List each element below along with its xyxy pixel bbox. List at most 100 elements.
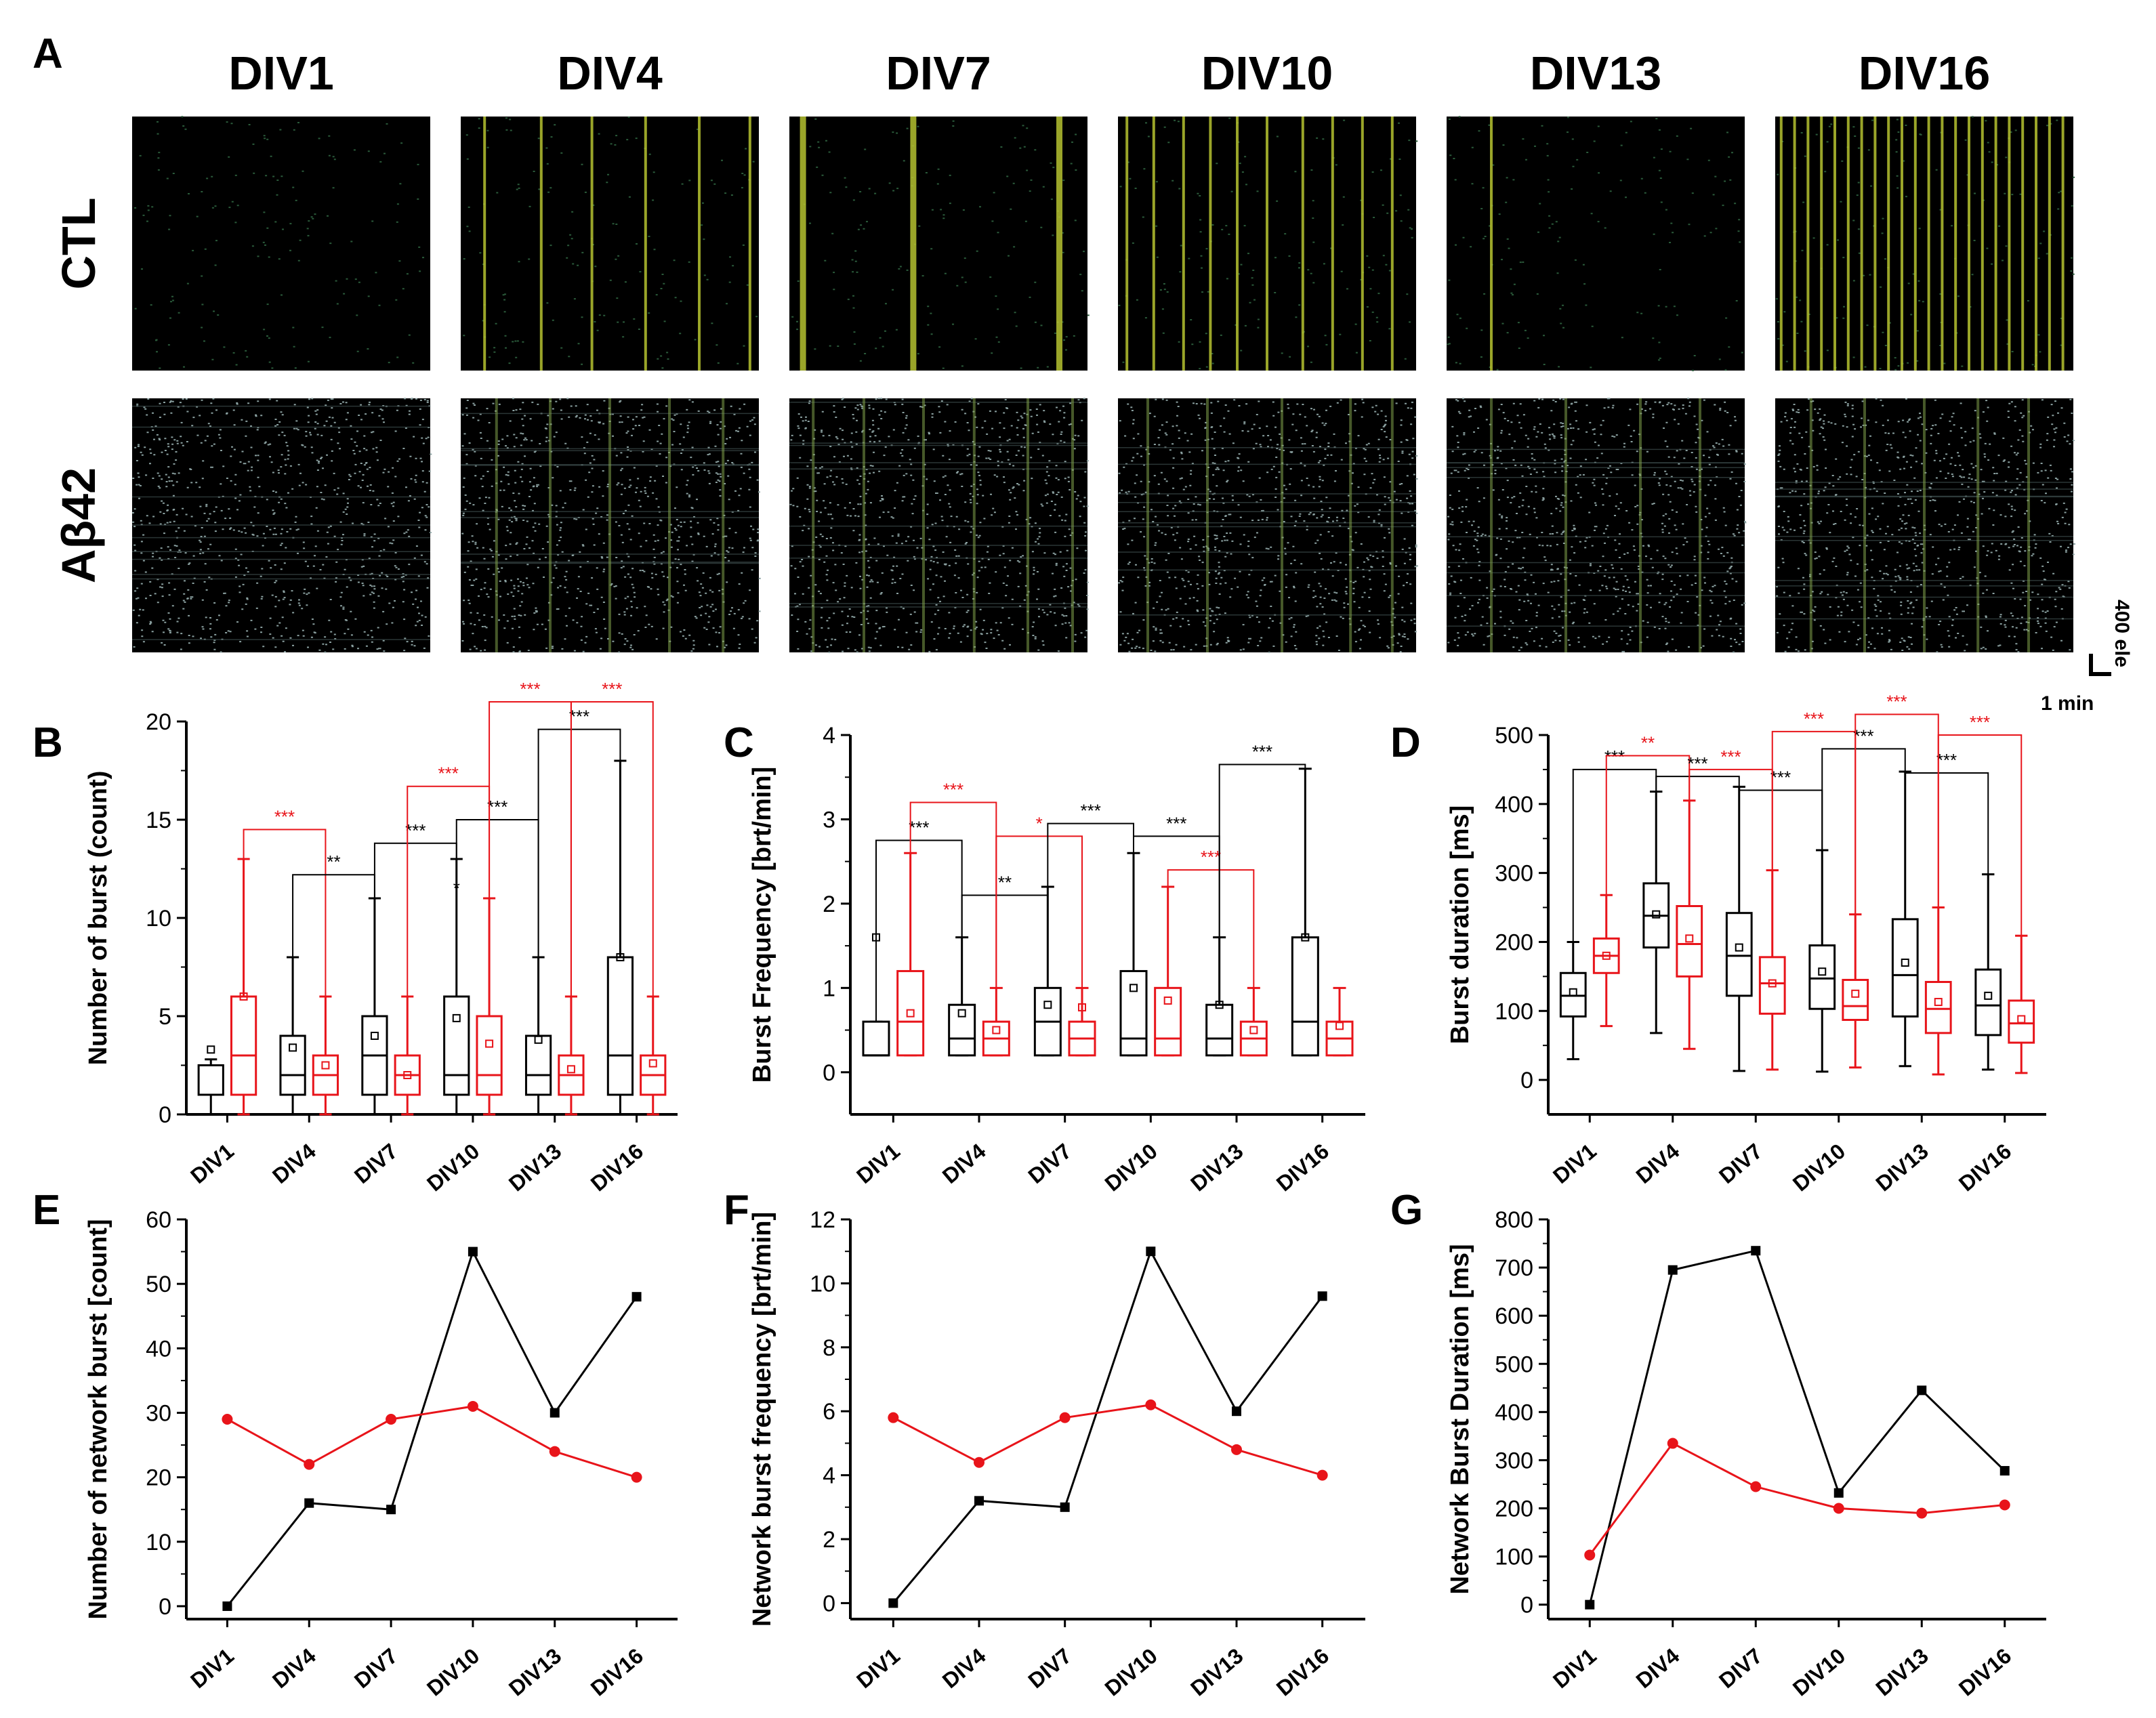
significance-annotation: *** <box>570 679 654 997</box>
box-div1-abeta42 <box>1592 894 1620 1028</box>
box-div16-ctl <box>606 759 634 1116</box>
raster-plot-div13-abeta42 <box>1447 398 1747 653</box>
significance-annotation: *** <box>407 763 491 997</box>
scale-bar: 400 ele 1 min <box>2041 600 2133 715</box>
y-tick-label: 40 <box>146 1336 171 1362</box>
data-point-div16 <box>1317 1291 1327 1301</box>
box-div1-ctl <box>1559 940 1587 1061</box>
y-tick-label: 5 <box>159 1004 171 1030</box>
significance-annotation: *** <box>909 780 997 988</box>
x-tick-label-div4: DIV4 <box>268 1643 320 1693</box>
y-tick-label: 400 <box>1495 1400 1533 1425</box>
box-div10-ctl <box>443 858 470 1116</box>
data-point-div4 <box>1667 1265 1678 1275</box>
box-div7-ctl <box>1725 785 1753 1072</box>
y-tick-label: 100 <box>1495 999 1533 1024</box>
y-axis-label: Number of burst (count) <box>84 771 112 1066</box>
data-point-div4 <box>304 1459 315 1470</box>
data-point-div4 <box>304 1498 314 1508</box>
data-point-div16 <box>1999 1499 2010 1511</box>
y-tick-label: 10 <box>146 1530 171 1555</box>
svg-text:*: * <box>453 878 460 898</box>
box-div16-abeta42 <box>640 995 667 1116</box>
x-tick-label-div1: DIV1 <box>186 1643 239 1693</box>
data-point-div4 <box>1667 1438 1678 1449</box>
data-point-div10 <box>1833 1488 1844 1498</box>
data-point-div16 <box>1999 1466 2010 1476</box>
box-div4-abeta42 <box>1676 799 1703 1050</box>
scale-bar-horizontal-label: 1 min <box>2041 692 2094 715</box>
box-div10-ctl <box>1119 852 1148 1057</box>
x-tick-label-div7: DIV7 <box>1714 1139 1767 1188</box>
data-point-div7 <box>1059 1412 1071 1423</box>
column-header-div13: DIV13 <box>1530 47 1662 100</box>
column-header-div10: DIV10 <box>1201 47 1333 100</box>
raster-plot-div10-abeta42 <box>1118 398 1418 653</box>
chart-panel-e: E 0 10 20 30 40 50 60 DIV1 DIV4 DIV7 DIV10 DIV13 DIV1… <box>33 1187 678 1701</box>
raster-plot-div13-ctl <box>1447 116 1745 371</box>
box-div13-abeta42 <box>1239 986 1268 1057</box>
data-point-div13 <box>1917 1385 1927 1396</box>
svg-text:***: *** <box>520 679 540 699</box>
y-tick-label: 0 <box>1520 1068 1533 1093</box>
raster-grid: DIV1 DIV4 DIV7 DIV10 DIV13 DIV16 CTL Aβ42 400 el… <box>52 47 2133 715</box>
significance-annotation: *** <box>489 679 572 997</box>
y-tick-label: 60 <box>146 1207 171 1233</box>
svg-text:***: *** <box>405 820 426 841</box>
svg-text:***: *** <box>909 818 929 838</box>
chart-panel-g: G 0 100 200 300 400 500 600 700 800 DIV1 DIV4 DIV7 DI… <box>1390 1187 2046 1701</box>
y-axis-label: Network burst frequency [brt/min] <box>748 1212 776 1627</box>
x-tick-label-div13: DIV13 <box>1186 1139 1247 1196</box>
y-tick-label: 0 <box>159 1102 171 1128</box>
svg-text:***: *** <box>274 807 295 827</box>
data-point-div16 <box>631 1292 642 1302</box>
line-series-ctl <box>1585 1246 2010 1610</box>
significance-annotation: ** <box>292 852 375 957</box>
svg-text:**: ** <box>327 852 340 872</box>
significance-annotation: *** <box>875 818 963 1022</box>
box-div16-abeta42 <box>1325 986 1354 1057</box>
box-div1-abeta42 <box>896 852 925 1057</box>
box-div7-abeta42 <box>1068 986 1096 1057</box>
data-point-div10 <box>468 1246 478 1257</box>
x-tick-label-div16: DIV16 <box>1954 1643 2016 1701</box>
box-div13-ctl <box>1891 770 1919 1068</box>
panel-letter-g: G <box>1390 1187 1423 1234</box>
svg-text:*: * <box>1036 813 1043 833</box>
y-tick-label: 100 <box>1495 1545 1533 1570</box>
column-header-div4: DIV4 <box>557 47 663 100</box>
panel-letter-c: C <box>724 719 754 766</box>
data-point-div10 <box>1146 1246 1156 1257</box>
svg-text:***: *** <box>1853 726 1873 746</box>
y-tick-label: 600 <box>1495 1303 1533 1329</box>
column-header-div16: DIV16 <box>1859 47 1991 100</box>
x-tick-label-div13: DIV13 <box>504 1643 566 1701</box>
box-div16-ctl <box>1291 768 1319 1057</box>
data-point-div16 <box>631 1471 642 1483</box>
data-point-div13 <box>1231 1444 1242 1455</box>
y-tick-label: 4 <box>823 723 835 749</box>
svg-text:***: *** <box>569 707 589 727</box>
y-tick-label: 500 <box>1495 723 1533 749</box>
data-point-div7 <box>1751 1246 1761 1256</box>
significance-annotation: * <box>453 878 460 898</box>
raster-plot-div10-ctl <box>1118 117 1418 371</box>
y-tick-label: 3 <box>823 807 835 833</box>
svg-text:***: *** <box>1936 750 1957 770</box>
x-tick-label-div4: DIV4 <box>1632 1643 1684 1693</box>
y-tick-label: 12 <box>810 1207 835 1233</box>
significance-annotation: *** <box>1218 742 1306 938</box>
data-point-div13 <box>550 1408 560 1418</box>
box-div13-abeta42 <box>1924 906 1952 1076</box>
box-div10-abeta42 <box>1842 913 1869 1069</box>
svg-text:***: *** <box>1080 801 1100 821</box>
box-div4-ctl <box>1642 790 1670 1034</box>
significance-annotation: *** <box>1572 747 1657 942</box>
box-div7-abeta42 <box>394 995 421 1116</box>
data-point-div13 <box>1232 1406 1241 1417</box>
x-tick-label-div1: DIV1 <box>852 1643 905 1693</box>
y-tick-label: 1 <box>823 976 835 1001</box>
svg-text:***: *** <box>943 780 963 800</box>
chart-panel-b: B 0 5 10 15 20 DIV1 DIV4 DIV7 DIV10 DIV13 DIV16 Numb… <box>33 679 678 1196</box>
y-axis-label: Burst duration [ms] <box>1446 805 1474 1045</box>
